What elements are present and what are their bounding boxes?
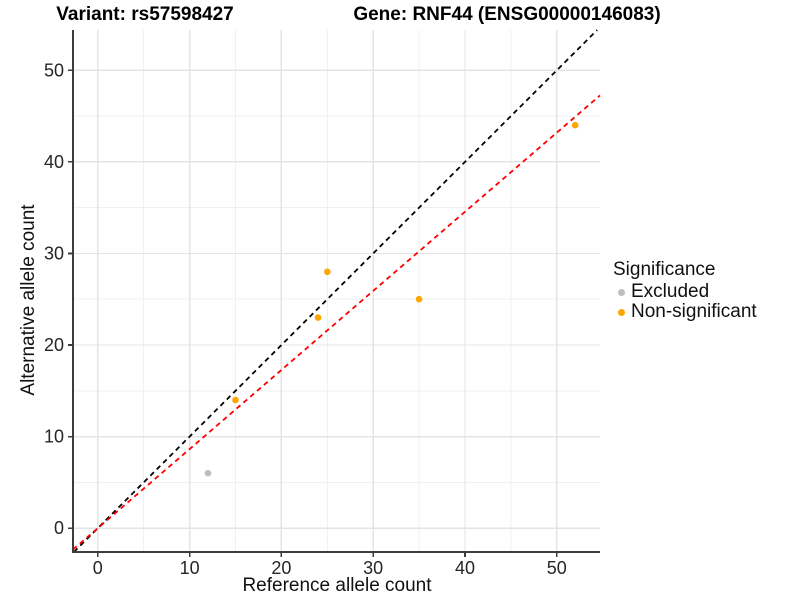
svg-text:30: 30 — [44, 244, 64, 264]
svg-text:40: 40 — [455, 558, 475, 578]
legend-item-label: Excluded — [631, 281, 710, 302]
legend: Significance Excluded Non-significant — [613, 259, 757, 322]
svg-text:20: 20 — [44, 335, 64, 355]
svg-text:0: 0 — [93, 558, 103, 578]
non-significant-point-icon — [618, 308, 625, 316]
legend-item-non-significant: Non-significant — [613, 301, 757, 322]
svg-text:50: 50 — [547, 558, 567, 578]
variant-title: Variant: rs57598427 — [56, 4, 234, 25]
x-axis-title: Reference allele count — [242, 575, 432, 596]
excluded-point-icon — [618, 288, 625, 296]
svg-text:20: 20 — [271, 558, 291, 578]
svg-text:0: 0 — [54, 518, 64, 538]
legend-title: Significance — [613, 259, 716, 280]
svg-text:50: 50 — [44, 60, 64, 80]
svg-text:30: 30 — [363, 558, 383, 578]
svg-text:40: 40 — [44, 152, 64, 172]
svg-text:10: 10 — [44, 427, 64, 447]
svg-text:10: 10 — [180, 558, 200, 578]
legend-item-excluded: Excluded — [613, 281, 757, 302]
gene-title: Gene: RNF44 (ENSG00000146083) — [353, 4, 661, 25]
legend-item-label: Non-significant — [631, 301, 757, 322]
y-axis-title: Alternative allele count — [18, 204, 39, 396]
